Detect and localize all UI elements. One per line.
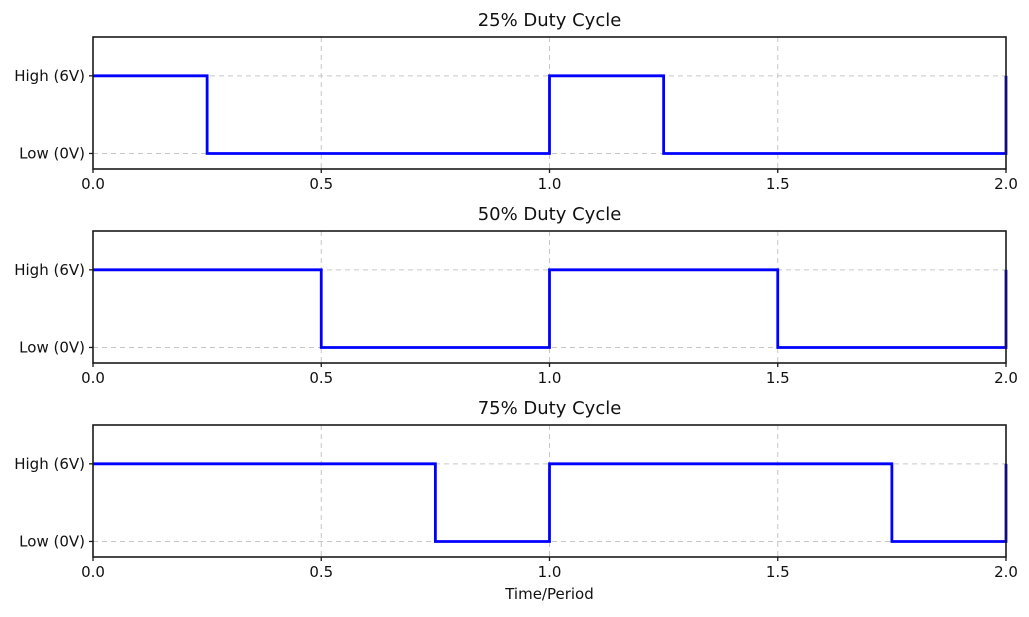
x-tick-label: 1.0 <box>538 369 562 387</box>
x-tick-label: 1.5 <box>766 563 790 581</box>
subplot-50-duty-cycle: 0.0 0.5 1.0 1.5 2.0 High (6V) Low (0V) 50% Dut… <box>0 194 1029 388</box>
subplot-title-50: 50% Duty Cycle <box>477 204 622 225</box>
waveform-plot-75: 0.0 0.5 1.0 1.5 2.0 High (6V) Low (0V) <box>14 424 1018 581</box>
x-tick-label: 1.5 <box>766 175 790 193</box>
waveform-line <box>93 268 1008 349</box>
waveform-line <box>93 462 1008 543</box>
x-tick-label: 0.5 <box>309 175 333 193</box>
subplot-75-duty-cycle: 0.0 0.5 1.0 1.5 2.0 High (6V) Low (0V) 75% Dut… <box>0 388 1029 582</box>
x-tick-label: 2.0 <box>994 369 1018 387</box>
x-tick-label: 2.0 <box>994 563 1018 581</box>
y-tick-label: Low (0V) <box>19 338 85 356</box>
x-tick-label: 0.5 <box>309 563 333 581</box>
x-tick-label: 0.5 <box>309 369 333 387</box>
x-tick-label: 2.0 <box>994 175 1018 193</box>
y-tick-label: High (6V) <box>14 67 85 85</box>
waveform-line <box>93 74 1008 155</box>
x-tick-label: 1.0 <box>538 175 562 193</box>
y-tick-label: High (6V) <box>14 455 85 473</box>
y-tick-label: Low (0V) <box>19 144 85 162</box>
waveform-plot-25: 0.0 0.5 1.0 1.5 2.0 High (6V) Low (0V) <box>14 36 1018 193</box>
x-tick-label: 0.0 <box>81 175 105 193</box>
y-tick-label: High (6V) <box>14 261 85 279</box>
x-axis-label: Time/Period <box>505 585 594 603</box>
y-tick-label: Low (0V) <box>19 532 85 550</box>
x-tick-label: 1.5 <box>766 369 790 387</box>
subplot-title-75: 75% Duty Cycle <box>477 398 622 419</box>
subplot-25-duty-cycle: 0.0 0.5 1.0 1.5 2.0 High (6V) Low (0V) 25% Dut… <box>0 0 1029 194</box>
subplot-title-25: 25% Duty Cycle <box>477 10 622 31</box>
waveform-plot-50: 0.0 0.5 1.0 1.5 2.0 High (6V) Low (0V) <box>14 230 1018 387</box>
x-tick-label: 0.0 <box>81 369 105 387</box>
x-tick-label: 1.0 <box>538 563 562 581</box>
x-tick-label: 0.0 <box>81 563 105 581</box>
